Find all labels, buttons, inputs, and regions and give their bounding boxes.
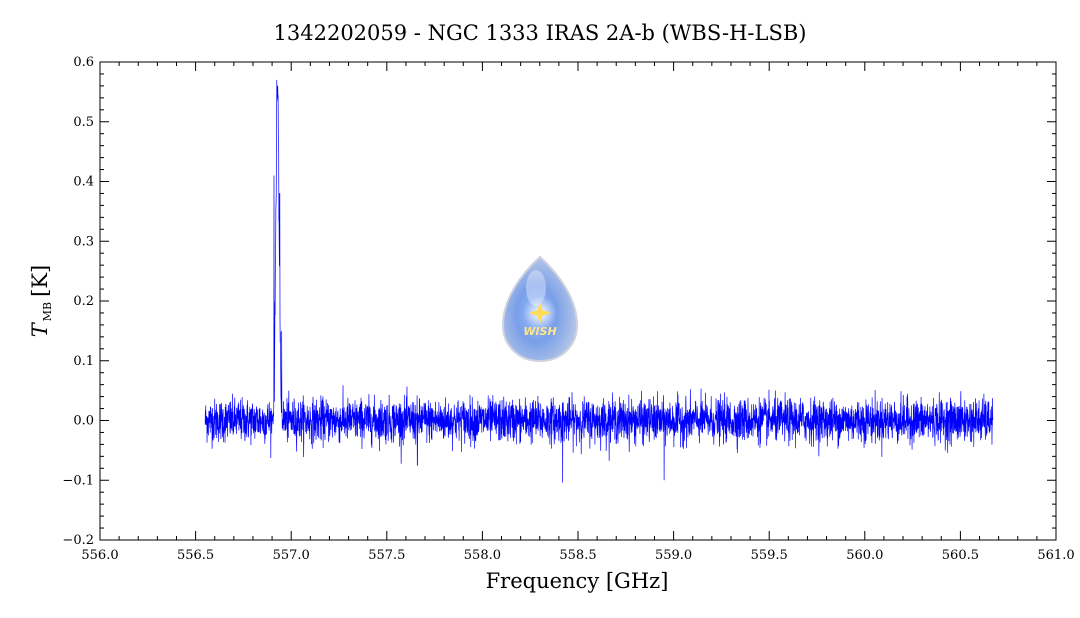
svg-text:TMB[K]: TMB [K] <box>28 265 54 337</box>
y-tick-label: 0.6 <box>73 55 94 70</box>
y-tick-label: 0.4 <box>73 175 94 190</box>
x-tick-label: 557.0 <box>273 548 310 563</box>
wish-drop-logo: WISH <box>501 255 579 363</box>
x-tick-label: 557.5 <box>368 548 405 563</box>
y-tick-label: −0.2 <box>62 533 94 548</box>
logo-text: WISH <box>523 325 556 338</box>
x-tick-label: 560.0 <box>846 548 883 563</box>
x-tick-label: 559.0 <box>655 548 692 563</box>
y-tick-labels: −0.2 −0.1 0.0 0.1 0.2 0.3 0.4 0.5 0.6 <box>62 55 94 548</box>
y-tick-label: −0.1 <box>62 473 94 488</box>
x-tick-label: 556.0 <box>81 548 118 563</box>
series-spectrum <box>204 79 994 483</box>
x-tick-label: 558.0 <box>464 548 501 563</box>
x-tick-labels: 556.0 556.5 557.0 557.5 558.0 558.5 559.0 559.5… <box>81 548 1074 563</box>
y-tick-label: 0.3 <box>73 234 94 249</box>
x-axis-label: Frequency [GHz] <box>486 569 669 593</box>
x-tick-label: 558.5 <box>559 548 596 563</box>
y-tick-label: 0.2 <box>73 294 94 309</box>
y-axis-label-unit: [K] <box>28 265 52 297</box>
chart-title: 1342202059 - NGC 1333 IRAS 2A-b (WBS-H-L… <box>274 21 807 45</box>
x-tick-label: 556.5 <box>177 548 214 563</box>
y-tick-label: 0.1 <box>73 354 94 369</box>
y-tick-label: 0.0 <box>73 414 94 429</box>
y-axis-label-main: T <box>28 321 52 337</box>
x-tick-label: 559.5 <box>751 548 788 563</box>
x-tick-label: 560.5 <box>942 548 979 563</box>
x-tick-label: 561.0 <box>1037 548 1074 563</box>
plot-frame <box>99 61 1057 541</box>
y-axis-label-sub: MB <box>41 302 54 321</box>
y-tick-label: 0.5 <box>73 115 94 130</box>
axis-ticks <box>99 61 1057 541</box>
y-axis-label: TMB [K] <box>28 265 54 337</box>
